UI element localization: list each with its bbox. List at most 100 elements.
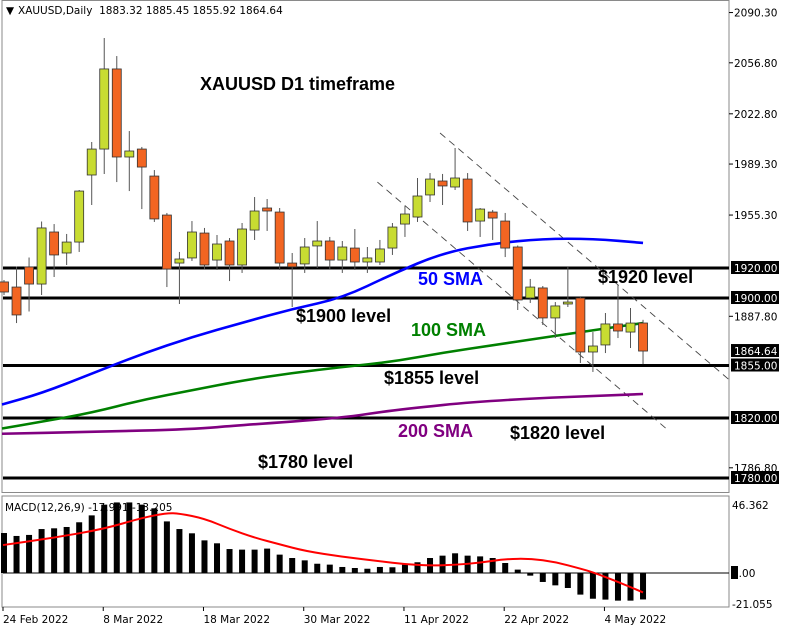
- macd-bar: [239, 549, 246, 573]
- candle-bearish: [437, 180, 448, 187]
- macd-bar: [76, 522, 83, 573]
- candle-bearish: [349, 247, 360, 263]
- date-tick-label: 18 Mar 2022: [203, 614, 270, 626]
- macd-bar: [113, 502, 120, 573]
- macd-bar: [552, 573, 559, 586]
- macd-label-box: [731, 566, 738, 579]
- candle-bullish: [187, 231, 197, 259]
- candle-bearish: [575, 297, 586, 353]
- macd-tick-label: -21.055: [732, 599, 773, 611]
- macd-bar: [88, 515, 95, 573]
- macd-bar: [38, 529, 45, 573]
- candle-bullish: [99, 68, 110, 150]
- trend-line-1: [377, 181, 666, 429]
- macd-bar: [339, 566, 346, 573]
- annotation-1820-level: $1820 level: [510, 423, 605, 443]
- candle-bearish: [462, 178, 473, 223]
- date-tick-label: 11 Apr 2022: [404, 614, 469, 626]
- macd-bar: [289, 558, 296, 573]
- candle-bullish: [425, 178, 435, 196]
- price-label-box: [731, 291, 779, 304]
- price-label-box: [731, 344, 779, 358]
- date-tick-label: 24 Feb 2022: [3, 614, 68, 626]
- price-label-highlighted: 1780.00: [734, 473, 777, 485]
- sma-line-50: [1, 237, 644, 406]
- price-tick-label: 2056.80: [734, 58, 777, 70]
- candle-bearish: [0, 281, 9, 293]
- candle-bullish: [74, 190, 85, 243]
- main-panel: [1, 0, 730, 493]
- annotation-200-sma: 200 SMA: [398, 421, 473, 441]
- macd-tick-label: 46.362: [732, 500, 769, 512]
- candle-bearish: [199, 232, 210, 266]
- candle-bullish: [362, 257, 373, 263]
- candle-bullish: [475, 208, 486, 222]
- candle-bearish: [136, 148, 147, 168]
- candle-bullish: [450, 177, 460, 188]
- macd-bar: [564, 573, 571, 588]
- macd-bar: [314, 563, 321, 573]
- candle-bearish: [24, 266, 34, 285]
- macd-bar: [201, 540, 208, 573]
- candle-bullish: [625, 322, 636, 333]
- candle-bullish: [600, 323, 611, 346]
- macd-header: MACD(12,26,9) -17.991 -13.205: [5, 502, 172, 514]
- candle-bullish: [299, 246, 310, 265]
- candle-bullish: [588, 345, 598, 353]
- price-label-box: [731, 261, 779, 274]
- macd-bar: [351, 568, 358, 573]
- candle-bearish: [274, 211, 285, 264]
- candle-bearish: [149, 175, 160, 220]
- date-tick-label: 4 May 2022: [604, 614, 666, 626]
- candle-bullish: [374, 248, 385, 263]
- macd-bar: [214, 543, 221, 573]
- macd-bar: [364, 568, 371, 573]
- macd-bar: [1, 533, 7, 573]
- macd-bar: [51, 528, 58, 573]
- candle-bullish: [212, 243, 222, 261]
- date-tick-label: 22 Apr 2022: [504, 614, 569, 626]
- sma-line-100: [1, 321, 644, 430]
- macd-bar: [226, 549, 233, 573]
- price-label-highlighted: 1820.00: [734, 413, 777, 425]
- candle-bearish: [537, 287, 548, 319]
- macd-bar: [264, 548, 271, 573]
- macd-bar: [13, 535, 20, 573]
- candle-bearish: [487, 211, 498, 219]
- candle-bearish: [613, 323, 623, 332]
- price-tick-label: 2090.30: [734, 8, 777, 20]
- date-tick-label: 30 Mar 2022: [304, 614, 371, 626]
- annotation-50-sma: 50 SMA: [418, 269, 483, 289]
- trend-line-0: [439, 132, 730, 381]
- price-label-box: [731, 471, 779, 484]
- candle-bullish: [237, 228, 247, 266]
- header-arrow-icon[interactable]: ▼: [6, 5, 15, 17]
- macd-bar: [414, 562, 421, 573]
- candle-bearish: [638, 322, 648, 352]
- candle-bullish: [412, 195, 423, 218]
- price-label-highlighted: 1855.00: [734, 361, 777, 373]
- macd-bar: [138, 504, 145, 573]
- candle-bullish: [550, 305, 561, 319]
- macd-bar: [63, 526, 70, 573]
- macd-bar: [452, 553, 459, 573]
- candle-bullish: [562, 301, 573, 305]
- candle-bullish: [86, 148, 97, 176]
- candle-bearish: [500, 220, 511, 249]
- candle-bearish: [287, 262, 298, 268]
- macd-bar: [514, 569, 521, 573]
- candle-bearish: [324, 240, 335, 261]
- price-label-highlighted: 1864.64: [734, 346, 778, 358]
- macd-bar: [101, 504, 108, 573]
- date-tick-label: 8 Mar 2022: [103, 614, 163, 626]
- candle-bullish: [36, 227, 47, 285]
- candle-bearish: [11, 286, 22, 316]
- macd-bar: [539, 573, 546, 582]
- macd-bar: [26, 534, 33, 573]
- macd-bar: [489, 558, 496, 573]
- price-label-highlighted: 1920.00: [734, 263, 777, 275]
- candle-bullish: [525, 286, 536, 299]
- candle-bearish: [161, 214, 172, 270]
- macd-bar: [301, 560, 308, 573]
- candle-bullish: [61, 241, 72, 254]
